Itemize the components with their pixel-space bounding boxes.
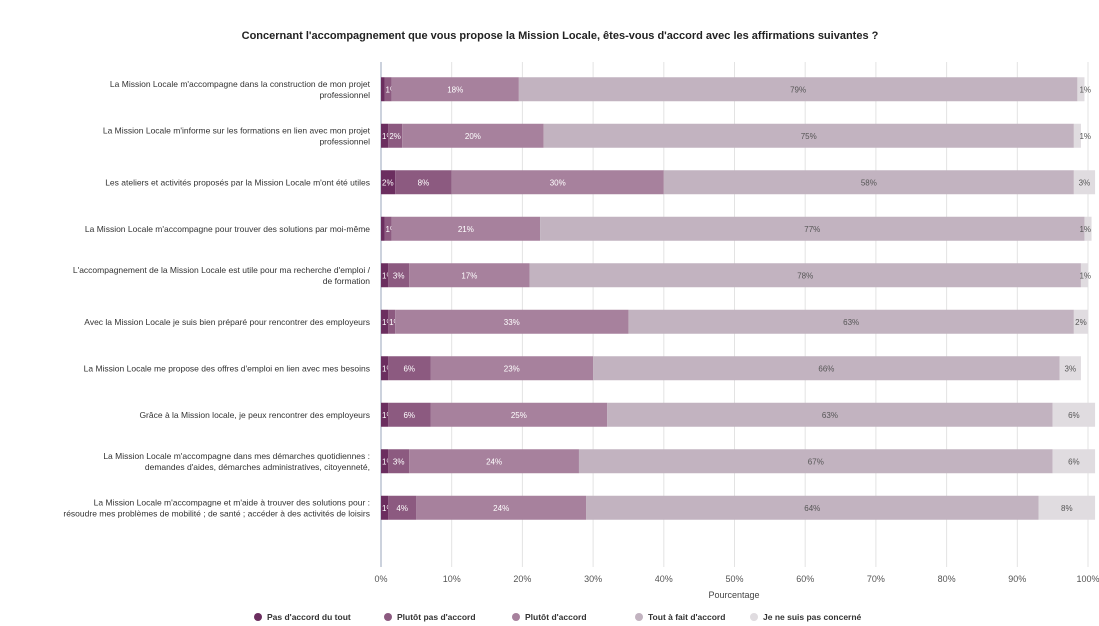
data-label: 66% [818,364,834,373]
data-label: 6% [1068,411,1080,420]
legend-marker [512,613,520,621]
data-label: 17% [461,271,477,280]
data-label: 4% [396,504,408,513]
x-tick-label: 0% [374,574,387,584]
legend-label: Plutôt d'accord [525,612,587,622]
data-label: 18% [447,85,463,94]
category-label: Les ateliers et activités proposés par l… [105,177,370,187]
data-label: 24% [486,457,502,466]
category-label: La Mission Locale m'accompagne dans la c… [110,79,371,100]
data-label: 23% [504,364,520,373]
category-label: La Mission Locale m'accompagne dans mes … [103,451,370,472]
data-label: 8% [418,178,430,187]
category-label: La Mission Locale m'informe sur les form… [103,125,371,146]
data-label: 2% [382,178,394,187]
bars: 1% 18% 79% 1%1%2% 20% 75% 1%2% 8% 30% 58% 3%1% 21% 7… [381,77,1095,520]
data-label: 78% [797,271,813,280]
legend: Pas d'accord du tout Plutôt pas d'accord P… [254,612,862,622]
data-label: 58% [861,178,877,187]
data-label: 1% [1079,225,1091,234]
category-label: Grâce à la Mission locale, je peux renco… [139,410,370,420]
legend-marker [254,613,262,621]
x-tick-label: 50% [725,574,743,584]
data-label: 1% [1079,85,1091,94]
data-label: 2% [1075,318,1087,327]
x-tick-label: 20% [513,574,531,584]
data-label: 30% [550,178,566,187]
data-label: 6% [403,411,415,420]
category-label: Avec la Mission Locale je suis bien prép… [84,317,370,327]
data-label: 6% [403,364,415,373]
category-label: La Mission Locale m'accompagne pour trou… [85,224,370,234]
data-label: 75% [801,132,817,141]
data-label: 77% [804,225,820,234]
data-label: 33% [504,318,520,327]
category-label: La Mission Locale m'accompagne et m'aide… [63,497,370,518]
data-label: 3% [1065,364,1077,373]
category-label: L'accompagnement de la Mission Locale es… [73,265,371,286]
data-label: 64% [804,504,820,513]
x-tick-label: 90% [1008,574,1026,584]
x-tick-label: 70% [867,574,885,584]
x-tick-label: 30% [584,574,602,584]
data-label: 1% [1079,132,1091,141]
data-label: 1% [1079,271,1091,280]
data-label: 24% [493,504,509,513]
x-axis-label: Pourcentage [708,590,759,600]
data-label: 3% [1079,178,1091,187]
data-label: 3% [393,457,405,466]
legend-label: Tout à fait d'accord [648,612,725,622]
legend-marker [384,613,392,621]
data-label: 21% [458,225,474,234]
bar-segment [381,77,385,101]
legend-marker [750,613,758,621]
data-label: 6% [1068,457,1080,466]
x-axis: 0% 10% 20% 30% 40% 50% 60% 70% 80% 90% 100% [374,574,1099,584]
legend-label: Pas d'accord du tout [267,612,351,622]
x-tick-label: 60% [796,574,814,584]
legend-label: Plutôt pas d'accord [397,612,476,622]
chart-title: Concernant l'accompagnement que vous pro… [242,30,879,42]
x-tick-label: 10% [443,574,461,584]
category-label: La Mission Locale me propose des offres … [84,363,370,373]
data-label: 67% [808,457,824,466]
data-label: 79% [790,85,806,94]
data-label: 3% [393,271,405,280]
category-labels: La Mission Locale m'accompagne dans la c… [63,79,370,519]
x-tick-label: 40% [655,574,673,584]
data-label: 63% [843,318,859,327]
data-label: 20% [465,132,481,141]
data-label: 2% [389,132,401,141]
bar-segment [381,217,385,241]
data-label: 63% [822,411,838,420]
legend-label: Je ne suis pas concerné [763,612,862,622]
x-tick-label: 100% [1076,574,1099,584]
x-tick-label: 80% [938,574,956,584]
legend-marker [635,613,643,621]
data-label: 8% [1061,504,1073,513]
data-label: 25% [511,411,527,420]
